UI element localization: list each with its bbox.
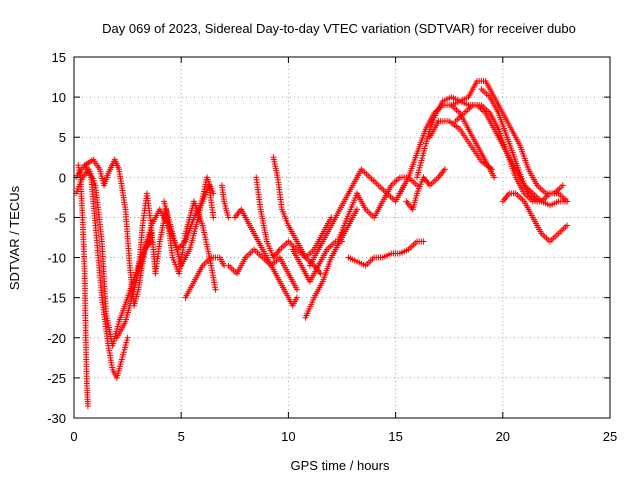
x-axis-label: GPS time / hours: [291, 458, 390, 473]
y-tick-label: -15: [47, 291, 66, 306]
y-tick-label: -25: [47, 371, 66, 386]
y-tick-label: 15: [52, 50, 66, 65]
series-arc-01: [75, 162, 91, 409]
y-tick-label: 10: [52, 90, 66, 105]
y-tick-label: 0: [59, 170, 66, 185]
data-points: [73, 78, 570, 409]
x-tick-label: 0: [70, 429, 77, 444]
series-arc-09: [219, 182, 231, 220]
y-tick-label: -5: [54, 210, 66, 225]
y-tick-label: -20: [47, 331, 66, 346]
series-arc-22: [427, 118, 495, 172]
x-tick-label: 10: [281, 429, 295, 444]
sdtvar-chart: Day 069 of 2023, Sidereal Day-to-day VTE…: [0, 0, 640, 480]
x-tick-label: 15: [388, 429, 402, 444]
y-tick-label: 5: [59, 130, 66, 145]
x-tick-label: 25: [603, 429, 617, 444]
y-axis-label: SDTVAR / TECUs: [7, 185, 22, 290]
series-arc-08: [182, 255, 227, 301]
y-tick-label: -30: [47, 411, 66, 426]
x-axis-ticks: 0 5 10 15 20 25: [70, 57, 617, 444]
x-tick-label: 20: [496, 429, 510, 444]
x-tick-label: 5: [178, 429, 185, 444]
y-axis-ticks: -30 -25 -20 -15 -10 -5 0 5 10 15: [47, 50, 610, 426]
y-tick-label: -10: [47, 251, 66, 266]
series-arc-18: [345, 239, 426, 269]
chart-title: Day 069 of 2023, Sidereal Day-to-day VTE…: [102, 21, 576, 36]
